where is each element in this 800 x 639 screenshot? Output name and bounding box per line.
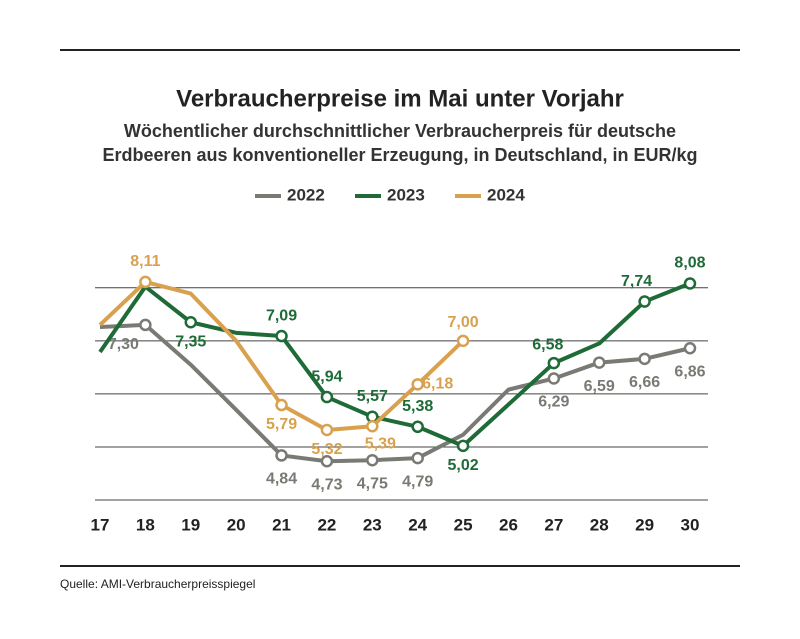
x-tick-label: 17 xyxy=(91,515,110,534)
x-tick-label: 22 xyxy=(317,515,336,534)
data-label: 5,38 xyxy=(402,398,433,415)
data-label: 5,32 xyxy=(311,441,342,458)
data-label: 8,11 xyxy=(130,253,160,270)
data-label: 5,79 xyxy=(266,416,297,433)
data-point xyxy=(456,439,470,453)
data-point xyxy=(184,315,198,329)
data-point xyxy=(456,334,470,348)
x-tick-label: 28 xyxy=(590,515,609,534)
data-label: 6,66 xyxy=(629,374,660,391)
data-point xyxy=(320,423,334,437)
x-tick-label: 18 xyxy=(136,515,155,534)
data-point xyxy=(547,356,561,370)
data-point xyxy=(638,295,651,308)
data-point xyxy=(411,451,424,465)
x-tick-label: 23 xyxy=(363,515,382,534)
data-label: 4,75 xyxy=(357,475,388,492)
data-point xyxy=(275,329,288,343)
data-point xyxy=(592,356,606,369)
series-line xyxy=(99,322,691,464)
data-label: 6,86 xyxy=(674,363,705,380)
data-point xyxy=(366,419,379,433)
data-label: 7,30 xyxy=(108,336,139,353)
chart-title: Verbraucherpreise im Mai unter Vorjahr xyxy=(176,85,624,112)
data-point xyxy=(638,352,651,366)
data-label: 6,59 xyxy=(584,378,615,395)
data-point xyxy=(411,420,424,434)
data-label: 6,29 xyxy=(538,394,569,411)
x-tick-label: 27 xyxy=(544,515,563,534)
legend-label: 2024 xyxy=(487,185,525,204)
x-tick-label: 30 xyxy=(681,515,700,534)
data-label: 4,73 xyxy=(311,476,342,493)
data-label: 5,02 xyxy=(448,457,479,474)
data-point xyxy=(275,398,288,412)
data-label: 7,00 xyxy=(448,314,479,331)
data-point xyxy=(683,277,697,290)
legend-label: 2023 xyxy=(387,185,425,204)
data-point xyxy=(683,341,697,355)
x-tick-label: 21 xyxy=(272,515,291,534)
data-point xyxy=(320,455,334,468)
data-label: 6,18 xyxy=(422,376,453,393)
x-tick-label: 26 xyxy=(499,515,518,534)
data-point xyxy=(275,449,288,462)
data-label: 5,39 xyxy=(365,435,396,452)
data-label: 7,35 xyxy=(175,333,206,350)
data-point xyxy=(411,378,424,391)
legend-label: 2022 xyxy=(287,185,325,204)
data-label: 4,79 xyxy=(402,473,433,490)
x-tick-label: 19 xyxy=(181,515,200,534)
data-label: 5,94 xyxy=(311,368,342,385)
x-tick-label: 25 xyxy=(454,515,473,534)
x-tick-label: 24 xyxy=(408,515,427,534)
subtitle: Erdbeeren aus konventioneller Erzeugung,… xyxy=(102,145,697,165)
data-point xyxy=(547,372,561,385)
source: Quelle: AMI-Verbraucherpreisspiegel xyxy=(60,577,255,591)
data-label: 7,09 xyxy=(266,307,297,324)
data-label: 7,74 xyxy=(621,273,652,290)
data-point xyxy=(320,390,334,404)
data-label: 6,58 xyxy=(532,336,563,353)
data-label: 5,57 xyxy=(357,388,388,405)
x-tick-label: 20 xyxy=(227,515,246,534)
data-point xyxy=(139,318,152,332)
data-point xyxy=(139,275,152,289)
data-label: 4,84 xyxy=(266,471,297,488)
subtitle: Wöchentlicher durchschnittlicher Verbrau… xyxy=(124,121,676,141)
data-point xyxy=(366,453,379,467)
series-line xyxy=(98,281,691,448)
data-label: 8,08 xyxy=(674,255,705,272)
x-tick-label: 29 xyxy=(635,515,654,534)
